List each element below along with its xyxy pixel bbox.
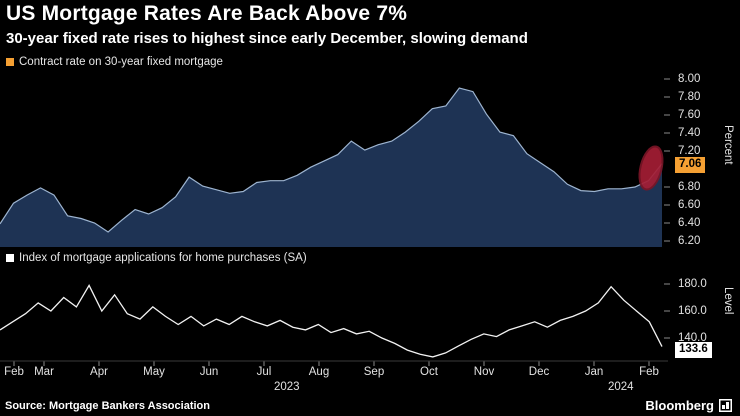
bloomberg-wordmark: Bloomberg xyxy=(645,398,714,413)
purchase-index-line-series xyxy=(0,284,663,358)
page-subtitle: 30-year fixed rate rises to highest sinc… xyxy=(6,30,528,47)
bloomberg-brand: Bloomberg xyxy=(645,398,732,413)
legend-index: Index of mortgage applications for home … xyxy=(6,252,307,264)
index-legend-swatch-icon xyxy=(6,254,14,262)
rate-area-series xyxy=(0,88,662,247)
legend-rate: Contract rate on 30-year fixed mortgage xyxy=(6,56,223,68)
rate-axis-title: Percent xyxy=(722,125,734,165)
bloomberg-terminal-icon xyxy=(719,399,732,412)
rate-last-value-badge: 7.06 xyxy=(675,157,706,173)
axis-tick-marks xyxy=(13,78,670,366)
year-label-2023: 2023 xyxy=(274,381,300,393)
highlight-ellipse-annotation xyxy=(638,145,664,191)
index-legend-label: Index of mortgage applications for home … xyxy=(19,252,307,264)
year-label-2024: 2024 xyxy=(608,381,634,393)
rate-legend-label: Contract rate on 30-year fixed mortgage xyxy=(19,56,223,68)
index-last-value-badge: 133.6 xyxy=(675,342,712,358)
source-attribution: Source: Mortgage Bankers Association xyxy=(5,400,210,412)
rate-line-series xyxy=(0,87,663,233)
rate-legend-swatch-icon xyxy=(6,58,14,66)
index-axis-title: Level xyxy=(722,287,734,315)
page-title: US Mortgage Rates Are Back Above 7% xyxy=(6,2,408,25)
